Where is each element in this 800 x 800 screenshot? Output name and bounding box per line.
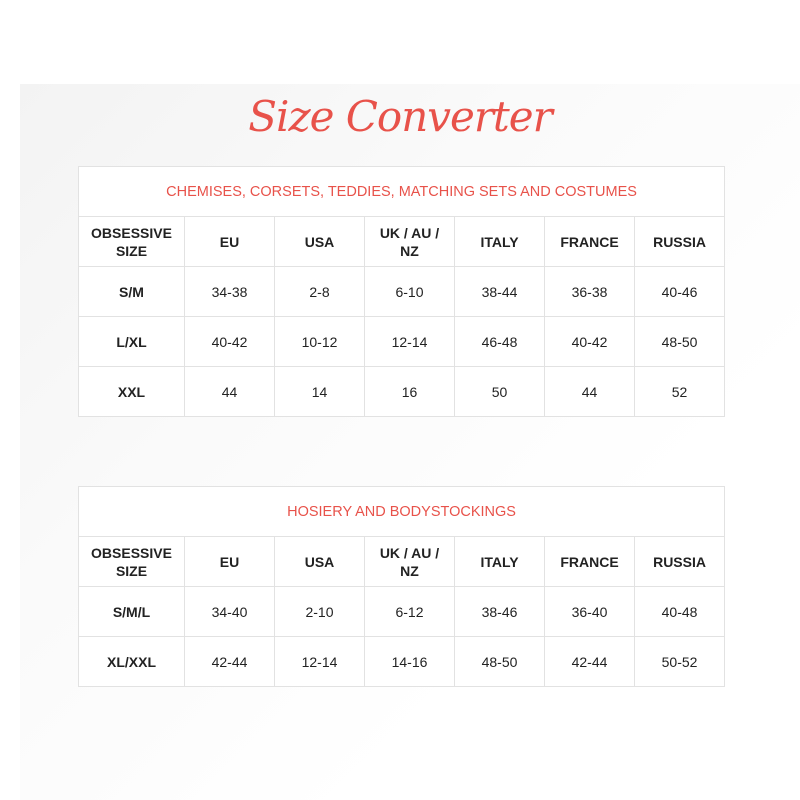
size-label-cell: XL/XXL [78,636,185,687]
size-value-cell: 48-50 [454,636,545,687]
size-value-cell: 2-10 [274,586,365,637]
size-label-cell: L/XL [78,316,185,367]
size-value-cell: 34-38 [184,266,275,317]
column-header: ITALY [454,216,545,267]
table-row: S/M/L 34-40 2-10 6-12 38-46 36-40 40-48 [78,586,726,637]
size-value-cell: 12-14 [364,316,455,367]
column-header: EU [184,216,275,267]
column-header: RUSSIA [633,536,726,587]
size-value-cell: 40-42 [184,316,275,367]
size-value-cell: 40-48 [633,586,726,637]
table-row: L/XL 40-42 10-12 12-14 46-48 40-42 48-50 [78,316,726,367]
size-value-cell: 2-8 [274,266,365,317]
column-header: UK / AU / NZ [364,216,455,267]
size-value-cell: 6-12 [364,586,455,637]
size-value-cell: 10-12 [274,316,365,367]
size-value-cell: 50 [454,366,545,417]
table-row: XL/XXL 42-44 12-14 14-16 48-50 42-44 50-52 [78,636,726,687]
table-row: S/M 34-38 2-8 6-10 38-44 36-38 40-46 [78,266,726,317]
size-value-cell: 36-40 [544,586,635,637]
size-label-cell: S/M/L [78,586,185,637]
table-row: XXL 44 14 16 50 44 52 [78,366,726,417]
size-label-cell: S/M [78,266,185,317]
size-value-cell: 48-50 [633,316,726,367]
size-value-cell: 42-44 [184,636,275,687]
size-value-cell: 40-42 [544,316,635,367]
page-title: Size Converter [248,92,552,141]
size-table-hosiery: HOSIERY AND BODYSTOCKINGS OBSESSIVE SIZE E… [77,486,726,687]
size-value-cell: 42-44 [544,636,635,687]
table-caption: CHEMISES, CORSETS, TEDDIES, MATCHING SET… [77,166,726,217]
size-value-cell: 34-40 [184,586,275,637]
column-header: FRANCE [544,536,635,587]
size-value-cell: 44 [544,366,635,417]
size-value-cell: 12-14 [274,636,365,687]
size-value-cell: 14 [274,366,365,417]
size-value-cell: 46-48 [454,316,545,367]
size-value-cell: 40-46 [633,266,726,317]
column-header: RUSSIA [633,216,726,267]
size-value-cell: 6-10 [364,266,455,317]
size-value-cell: 16 [364,366,455,417]
size-value-cell: 36-38 [544,266,635,317]
table-caption: HOSIERY AND BODYSTOCKINGS [77,486,726,537]
column-header: FRANCE [544,216,635,267]
column-header: OBSESSIVE SIZE [78,216,185,267]
column-header: OBSESSIVE SIZE [78,536,185,587]
size-label-cell: XXL [78,366,185,417]
size-table-chemises: CHEMISES, CORSETS, TEDDIES, MATCHING SET… [77,166,726,417]
column-header: UK / AU / NZ [364,536,455,587]
column-header: ITALY [454,536,545,587]
header-row: OBSESSIVE SIZE EU USA UK / AU / NZ ITALY FRAN… [78,216,726,267]
size-value-cell: 14-16 [364,636,455,687]
size-value-cell: 50-52 [633,636,726,687]
column-header: USA [274,536,365,587]
size-value-cell: 38-46 [454,586,545,637]
column-header: EU [184,536,275,587]
header-row: OBSESSIVE SIZE EU USA UK / AU / NZ ITALY FRAN… [78,536,726,587]
size-value-cell: 38-44 [454,266,545,317]
size-value-cell: 52 [633,366,726,417]
size-value-cell: 44 [184,366,275,417]
column-header: USA [274,216,365,267]
